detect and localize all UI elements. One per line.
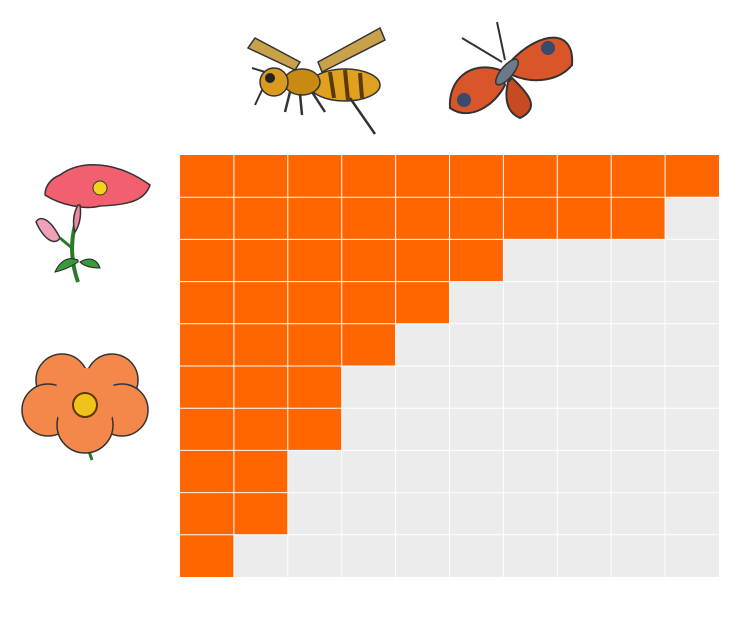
grid [180, 155, 719, 577]
orange-flower-icon [21, 353, 149, 461]
wasp-icon [246, 26, 386, 135]
pink-flower-icon [35, 164, 151, 283]
filled-row [180, 408, 342, 451]
butterfly-icon [448, 21, 574, 120]
filled-row [180, 197, 666, 240]
filled-row [180, 366, 342, 409]
filled-row [180, 281, 450, 324]
filled-row [180, 534, 234, 577]
